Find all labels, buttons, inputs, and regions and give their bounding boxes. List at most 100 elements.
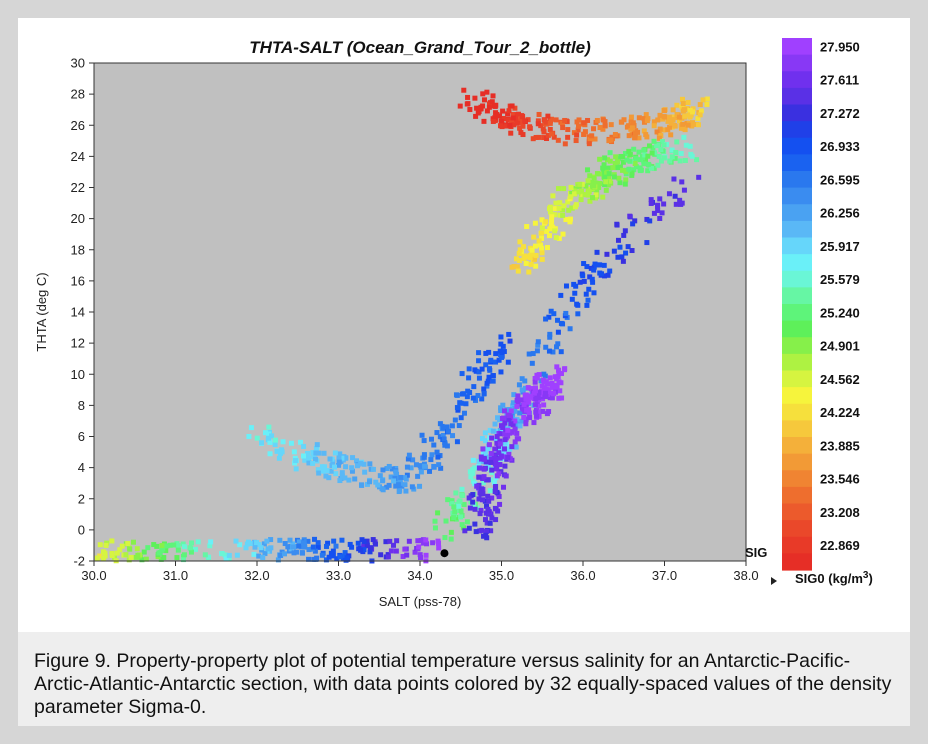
- y-tick-label: 4: [78, 460, 85, 475]
- data-point: [512, 418, 518, 424]
- data-point: [496, 450, 502, 456]
- data-point: [543, 394, 549, 400]
- data-point: [291, 449, 297, 455]
- data-point: [143, 556, 149, 562]
- data-point: [556, 367, 562, 373]
- data-point: [389, 466, 395, 472]
- data-point: [301, 443, 307, 449]
- data-point: [272, 442, 278, 448]
- data-point: [546, 348, 552, 354]
- data-point: [171, 542, 177, 548]
- data-points: [94, 87, 710, 564]
- data-point: [554, 344, 560, 350]
- data-point: [457, 498, 463, 504]
- data-point: [668, 120, 674, 126]
- data-point: [497, 446, 503, 452]
- data-point: [505, 454, 511, 460]
- colorbar-tick-label: 22.869: [820, 538, 860, 553]
- y-tick-label: 18: [71, 242, 85, 257]
- data-point: [532, 402, 538, 408]
- data-point: [514, 436, 520, 442]
- data-point: [330, 553, 336, 559]
- x-tick-label: 36.0: [570, 568, 595, 583]
- colorbar-tick-label: 26.595: [820, 172, 860, 187]
- data-point: [591, 175, 597, 181]
- data-point: [466, 375, 472, 381]
- data-point: [698, 108, 704, 114]
- data-point: [645, 161, 651, 167]
- data-point: [427, 468, 433, 474]
- data-point: [545, 113, 551, 119]
- data-point: [458, 508, 464, 514]
- data-point: [704, 96, 710, 102]
- data-point: [459, 391, 465, 397]
- data-point: [581, 278, 587, 284]
- colorbar-label-close: ): [868, 571, 872, 586]
- data-point: [266, 435, 272, 441]
- data-point: [324, 543, 330, 549]
- data-point: [480, 446, 486, 452]
- data-point: [551, 390, 557, 396]
- data-point: [657, 215, 663, 221]
- data-point: [496, 417, 502, 423]
- data-point: [560, 321, 566, 327]
- data-point: [354, 463, 360, 469]
- data-point: [485, 464, 491, 470]
- data-point: [485, 378, 491, 384]
- data-point: [602, 174, 608, 180]
- data-point: [222, 552, 228, 558]
- y-tick-label: 6: [78, 429, 85, 444]
- data-point: [313, 450, 319, 456]
- data-point: [523, 421, 529, 427]
- data-point: [551, 134, 557, 140]
- colorbar-swatch: [782, 54, 812, 72]
- data-point: [541, 135, 547, 141]
- data-point: [195, 539, 201, 545]
- data-point: [503, 473, 509, 479]
- data-point: [561, 186, 567, 192]
- data-point: [100, 549, 106, 555]
- data-point: [510, 112, 516, 118]
- data-point: [305, 538, 311, 544]
- data-point: [607, 150, 613, 156]
- data-point: [696, 174, 702, 180]
- data-point: [415, 538, 421, 544]
- data-point: [497, 455, 503, 461]
- data-point: [262, 551, 268, 557]
- data-point: [554, 364, 560, 370]
- data-point: [444, 443, 450, 449]
- data-point: [507, 456, 513, 462]
- colorbar-tick-label: 25.240: [820, 305, 860, 320]
- data-point: [479, 486, 485, 492]
- data-point: [533, 413, 539, 419]
- data-point: [669, 147, 675, 153]
- data-point: [508, 130, 514, 136]
- data-point: [267, 451, 273, 457]
- data-point: [435, 510, 441, 516]
- data-point: [290, 544, 296, 550]
- colorbar-tick-label: 23.885: [820, 438, 860, 453]
- data-point: [522, 378, 528, 384]
- data-point: [445, 497, 451, 503]
- data-point: [476, 358, 482, 364]
- data-point: [498, 431, 504, 437]
- data-point: [139, 557, 145, 563]
- data-point: [268, 537, 274, 543]
- data-point: [527, 124, 533, 130]
- data-point: [547, 204, 553, 210]
- data-point: [315, 544, 321, 550]
- data-point: [641, 128, 647, 134]
- data-point: [301, 453, 307, 459]
- data-point: [556, 186, 562, 192]
- data-point: [287, 537, 293, 543]
- data-point: [632, 218, 638, 224]
- data-point: [304, 451, 310, 457]
- data-point: [358, 460, 364, 466]
- data-point: [492, 446, 498, 452]
- data-point: [695, 122, 701, 128]
- data-point: [323, 473, 329, 479]
- data-point: [434, 449, 440, 455]
- data-point: [563, 217, 569, 223]
- data-point: [452, 417, 458, 423]
- y-axis-label: THTA (deg C): [34, 272, 49, 351]
